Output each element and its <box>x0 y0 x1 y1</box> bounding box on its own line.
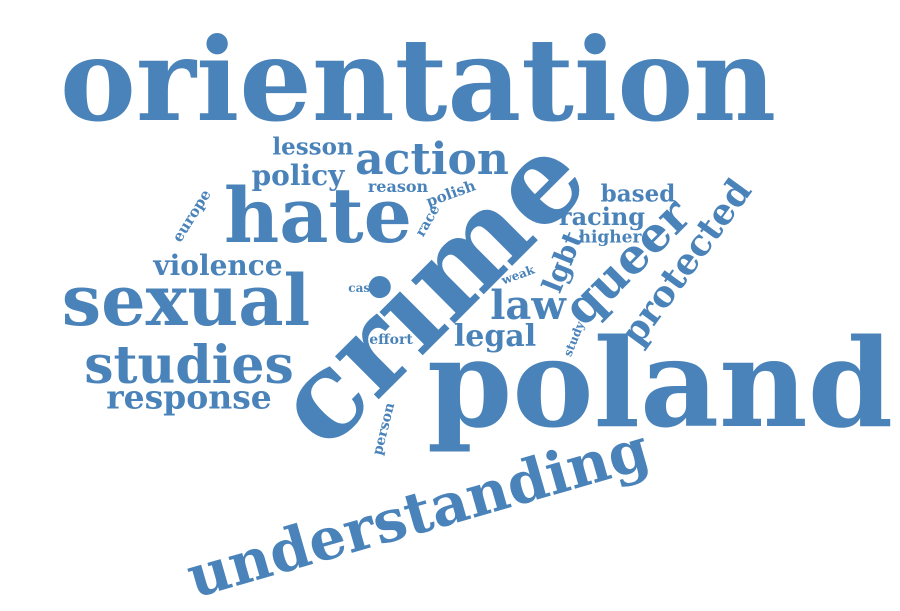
word-higher: higher <box>578 227 642 248</box>
word-understanding: understanding <box>179 414 657 611</box>
word-racing: racing <box>558 202 646 231</box>
word-legal: legal <box>453 319 537 354</box>
word-reason: reason <box>367 177 429 196</box>
word-case: case <box>348 281 378 295</box>
word-effort: effort <box>369 332 413 348</box>
word-cloud: orientation crime poland understanding h… <box>59 13 894 611</box>
word-based: based <box>600 180 676 208</box>
word-hate: hate <box>224 171 412 260</box>
word-orientation: orientation <box>59 13 777 147</box>
word-europe: europe <box>168 186 215 246</box>
word-violence: violence <box>153 249 283 282</box>
word-poland: poland <box>426 311 894 455</box>
word-sexual: sexual <box>61 259 311 342</box>
word-policy: policy <box>251 159 345 192</box>
word-response: response <box>106 377 272 417</box>
word-lesson: lesson <box>272 133 354 161</box>
word-action: action <box>355 134 509 185</box>
word-law: law <box>490 282 566 329</box>
word-studies: studies <box>84 335 294 396</box>
